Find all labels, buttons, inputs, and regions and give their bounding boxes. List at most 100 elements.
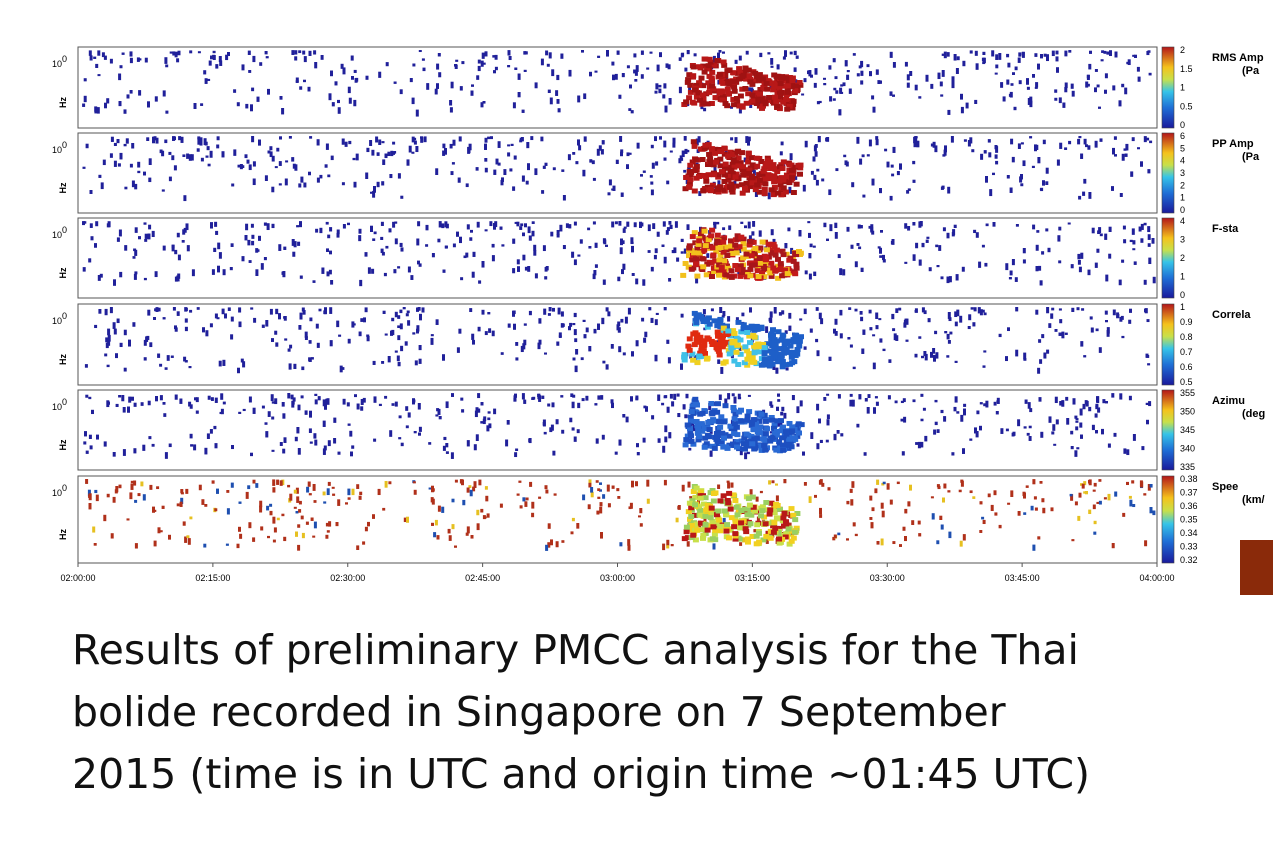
detection-dot <box>249 397 252 403</box>
y-axis-label: Hz <box>58 182 68 193</box>
event-cell <box>692 144 698 149</box>
detection-dot <box>326 222 329 225</box>
detection-dot <box>1077 254 1080 259</box>
detection-dot <box>245 104 248 109</box>
detection-dot <box>1010 490 1013 497</box>
detection-dot <box>209 61 212 66</box>
detection-dot <box>650 52 653 54</box>
detection-dot <box>481 102 484 107</box>
detection-dot <box>1128 320 1131 324</box>
detection-dot <box>1093 532 1096 535</box>
detection-dot <box>264 257 267 260</box>
detection-dot <box>343 399 346 405</box>
detection-dot <box>652 163 655 169</box>
detection-dot <box>1095 406 1098 410</box>
event-cell <box>785 83 791 88</box>
detection-dot <box>1032 479 1035 484</box>
detection-dot <box>840 333 843 338</box>
detection-dot <box>110 153 113 158</box>
detection-dot <box>924 436 927 442</box>
detection-dot <box>455 480 458 483</box>
detection-dot <box>1020 183 1023 186</box>
detection-dot <box>181 137 184 143</box>
detection-dot <box>634 79 637 82</box>
detection-dot <box>397 335 400 340</box>
detection-dot <box>174 165 177 170</box>
detection-dot <box>1096 249 1099 253</box>
event-cell <box>694 419 700 424</box>
detection-dot <box>219 252 222 259</box>
detection-dot <box>84 431 87 436</box>
detection-dot <box>119 101 122 106</box>
detection-dot <box>1149 73 1152 76</box>
detection-dot <box>251 88 254 92</box>
detection-dot <box>319 175 322 179</box>
detection-dot <box>313 280 316 283</box>
detection-dot <box>289 136 292 139</box>
detection-dot <box>1041 498 1044 502</box>
detection-dot <box>890 500 893 505</box>
event-cell <box>716 273 722 278</box>
detection-dot <box>577 403 580 408</box>
detection-dot <box>654 136 657 141</box>
detection-dot <box>655 91 658 94</box>
detection-dot <box>213 248 216 252</box>
detection-dot <box>860 71 863 76</box>
detection-dot <box>269 504 272 507</box>
detection-dot <box>759 53 762 57</box>
event-cell <box>684 525 690 530</box>
detection-dot <box>492 255 495 261</box>
detection-dot <box>111 137 114 142</box>
detection-dot <box>478 280 481 283</box>
detection-dot <box>88 397 91 399</box>
detection-dot <box>689 496 692 498</box>
detection-dot <box>503 169 506 175</box>
detection-dot <box>132 322 135 327</box>
detection-dot <box>206 156 209 158</box>
detection-dot <box>676 258 679 262</box>
detection-dot <box>736 317 739 320</box>
detection-dot <box>301 516 304 520</box>
detection-dot <box>810 244 813 248</box>
detection-dot <box>947 52 950 57</box>
x-tick-label: 02:45:00 <box>465 573 500 583</box>
detection-dot <box>563 195 566 201</box>
detection-dot <box>267 89 270 95</box>
detection-dot <box>878 318 881 320</box>
detection-dot <box>317 343 320 348</box>
detection-dot <box>1071 446 1074 449</box>
detection-dot <box>252 56 255 62</box>
detection-dot <box>168 535 171 540</box>
event-cell <box>746 409 752 414</box>
detection-dot <box>1036 245 1039 251</box>
detection-dot <box>120 65 123 68</box>
detection-dot <box>1130 171 1133 176</box>
detection-dot <box>522 176 525 182</box>
detection-dot <box>625 317 628 324</box>
event-cell <box>741 322 747 327</box>
detection-dot <box>472 340 475 345</box>
detection-dot <box>239 502 242 504</box>
detection-dot <box>1097 85 1100 88</box>
detection-dot <box>834 535 837 539</box>
detection-dot <box>687 50 690 54</box>
detection-dot <box>279 183 282 185</box>
detection-dot <box>501 352 504 355</box>
colorbar-tick-label: 0.36 <box>1180 501 1198 511</box>
detection-dot <box>535 273 538 278</box>
detection-dot <box>374 232 377 235</box>
detection-dot <box>250 307 253 309</box>
detection-dot <box>664 437 667 443</box>
detection-dot <box>837 430 840 434</box>
detection-dot <box>933 430 936 435</box>
detection-dot <box>1007 175 1010 179</box>
detection-dot <box>389 174 392 178</box>
event-cell <box>754 522 760 527</box>
detection-dot <box>294 50 297 54</box>
detection-dot <box>1096 400 1099 402</box>
detection-dot <box>596 480 599 483</box>
detection-dot <box>756 497 759 502</box>
detection-dot <box>467 440 470 446</box>
event-cell <box>729 268 735 273</box>
event-cell <box>711 499 717 504</box>
